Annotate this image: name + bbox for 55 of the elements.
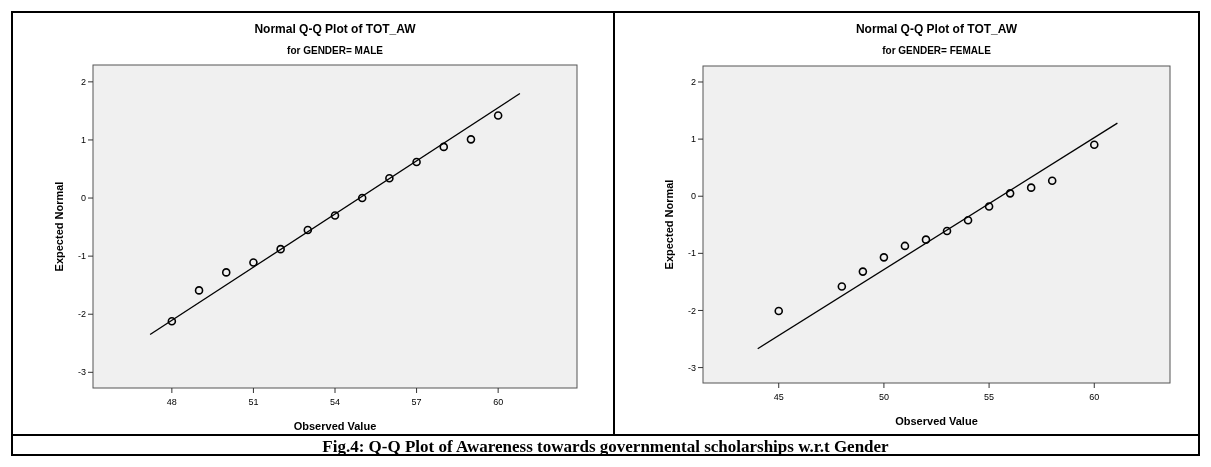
y-tick-label: 2 [80,77,86,87]
point [900,241,910,251]
point [921,235,931,244]
point [303,225,313,235]
y-tick-label: -1 [77,251,86,262]
point [412,157,421,167]
y-tick-label: -3 [77,367,86,378]
point [276,244,285,254]
y-tick-label: -1 [687,248,696,259]
point [194,286,204,295]
point [837,282,847,291]
point [385,173,394,183]
y-tick-label: 0 [80,193,86,204]
x-tick-label: 54 [329,397,341,407]
point [1089,140,1099,150]
chart-title: Normal Q-Q Plot of TOT_AW [855,22,1018,36]
x-tick-label: 60 [493,397,504,407]
x-tick-label: 60 [1089,392,1100,402]
y-tick-label: 1 [690,134,696,145]
y-tick-label: -3 [687,362,696,373]
point [984,202,994,211]
y-tick-label: 1 [80,135,86,146]
point [249,258,258,267]
point [1005,189,1015,198]
x-tick-label: 45 [773,392,784,402]
x-tick-label: 50 [878,392,889,402]
point [466,135,476,144]
point [942,226,952,236]
y-tick-label: 2 [690,77,696,88]
x-tick-label: 51 [248,397,259,407]
x-axis-title: Observed Value [293,420,377,432]
point [774,306,784,316]
point [167,316,177,326]
y-tick-label: -2 [77,309,86,320]
x-tick-label: 48 [166,397,177,407]
y-axis-title: Expected Normal [53,181,65,272]
y-tick-label: 0 [690,191,696,202]
point [1047,176,1057,186]
chart-subtitle: for GENDER= FEMALE [882,45,992,56]
point [221,268,231,277]
y-axis-title: Expected Normal [663,179,675,270]
point [357,193,367,203]
point [858,267,868,276]
chart-subtitle: for GENDER= MALE [287,45,384,56]
chart-title: Normal Q-Q Plot of TOT_AW [254,22,417,36]
x-tick-label: 57 [411,397,422,407]
x-axis-title: Observed Value [895,415,978,427]
point [963,215,973,225]
x-tick-label: 55 [984,392,995,402]
point [879,253,889,262]
point [1026,183,1036,192]
point [330,211,340,220]
y-tick-label: -2 [687,305,696,316]
point [493,111,503,120]
point [439,142,449,152]
